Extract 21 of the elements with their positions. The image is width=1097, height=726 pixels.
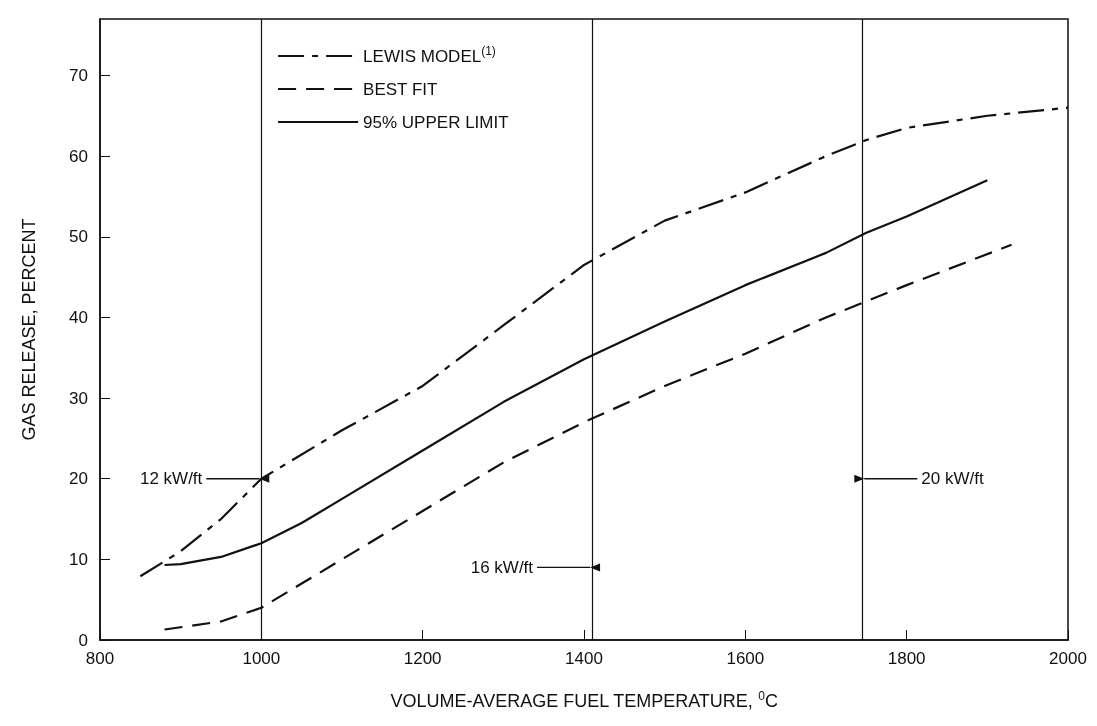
x-tick-label: 1400: [565, 649, 603, 668]
y-tick-label: 50: [69, 227, 88, 247]
y-tick-label: 40: [69, 307, 88, 327]
x-tick-label: 2000: [1049, 649, 1087, 668]
x-tick-label: 1800: [887, 649, 926, 668]
legend-label: 95% UPPER LIMIT: [363, 112, 509, 132]
y-axis-title: GAS RELEASE, PERCENT: [19, 218, 39, 441]
x-tick-label: 800: [85, 649, 115, 668]
y-tick-label: 60: [69, 146, 88, 166]
x-tick-label: 1600: [726, 649, 765, 668]
y-tick-label: 30: [69, 388, 88, 408]
ref-line-label: 12 kW/ft: [139, 469, 203, 489]
ref-line-label: 16 kW/ft: [470, 557, 534, 577]
x-tick-label: 1200: [403, 649, 442, 668]
y-tick-label: 0: [78, 630, 88, 650]
x-tick-label: 1000: [242, 649, 281, 668]
y-tick-label: 20: [69, 469, 88, 489]
legend-label: BEST FIT: [363, 79, 438, 99]
y-tick-label: 70: [69, 65, 88, 85]
y-tick-label: 10: [69, 549, 88, 569]
ref-line-label: 20 kW/ft: [921, 469, 984, 489]
